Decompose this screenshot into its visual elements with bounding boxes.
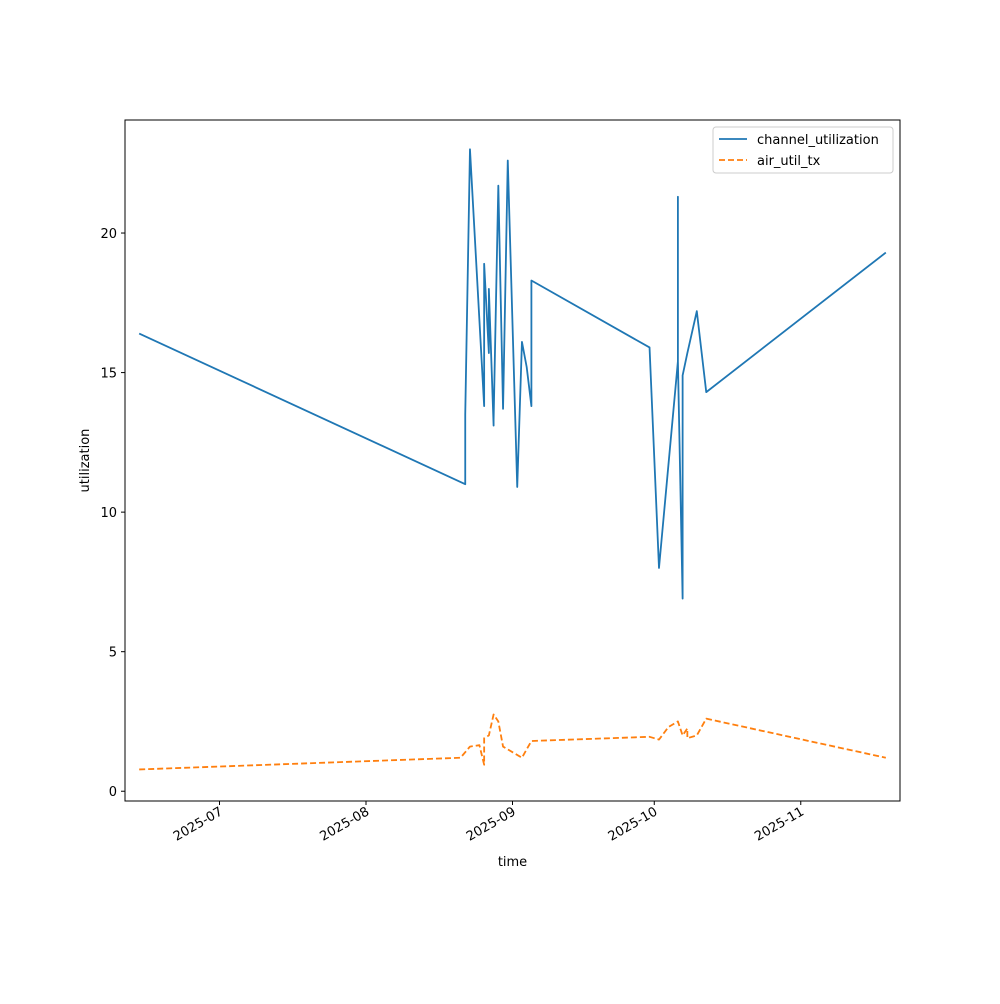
- series-layer: [138, 148, 887, 771]
- legend-label-channel-utilization: channel_utilization: [757, 133, 879, 148]
- legend: channel_utilization air_util_tx: [712, 126, 894, 174]
- x-tick-label: 2025-09: [464, 804, 519, 844]
- series-line-channel-utilization: [138, 148, 887, 600]
- y-tick-label: 20: [100, 227, 117, 242]
- y-tick-label: 10: [100, 506, 117, 521]
- y-tick-label: 5: [109, 646, 117, 661]
- x-axis-ticks: 2025-07 2025-08 2025-09 2025-10 2025-11: [171, 801, 807, 845]
- series-line-air-util-tx: [139, 713, 887, 771]
- x-tick-label: 2025-07: [171, 804, 226, 844]
- x-axis-label: time: [498, 855, 527, 870]
- y-tick-label: 0: [109, 785, 117, 800]
- legend-box: [712, 126, 894, 174]
- y-tick-label: 15: [100, 367, 117, 382]
- legend-label-air-util-tx: air_util_tx: [757, 154, 821, 169]
- plot-area-frame: [124, 119, 901, 802]
- y-axis-ticks: 0 5 10 15 20: [100, 227, 125, 800]
- y-axis-label: utilization: [78, 429, 93, 493]
- x-tick-label: 2025-08: [317, 804, 372, 844]
- x-tick-label: 2025-10: [606, 804, 661, 844]
- x-tick-label: 2025-11: [752, 804, 807, 844]
